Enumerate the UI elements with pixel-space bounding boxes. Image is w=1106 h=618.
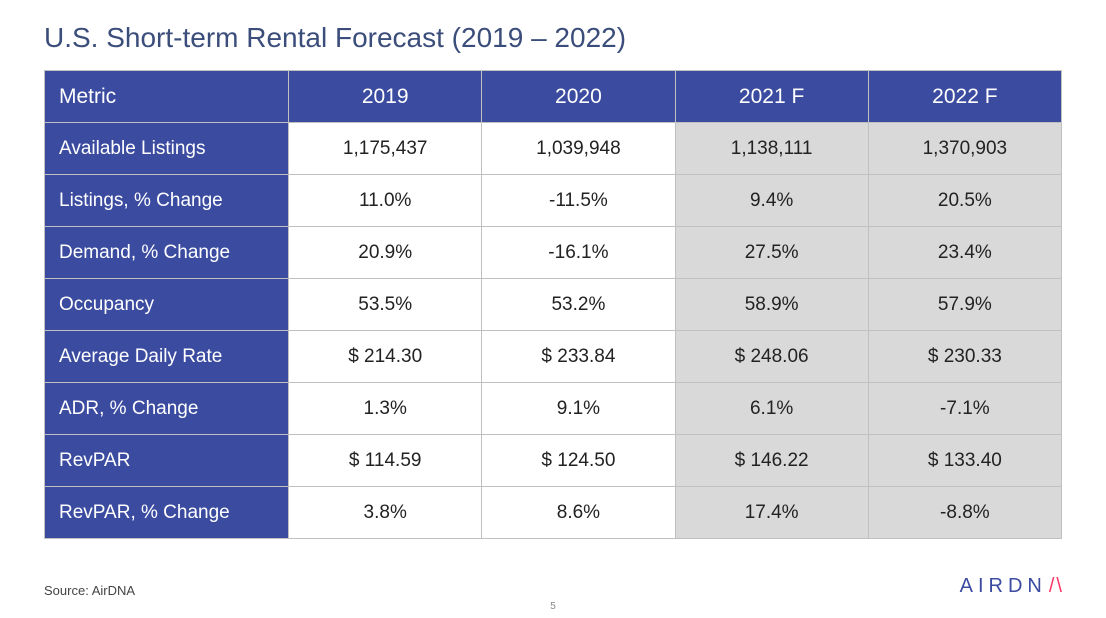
table-cell: 23.4% bbox=[868, 227, 1061, 279]
table-cell: $ 114.59 bbox=[289, 435, 482, 487]
col-header-year: 2021 F bbox=[675, 71, 868, 123]
row-label: Average Daily Rate bbox=[45, 331, 289, 383]
col-header-year: 2022 F bbox=[868, 71, 1061, 123]
row-label: ADR, % Change bbox=[45, 383, 289, 435]
table-cell: 58.9% bbox=[675, 279, 868, 331]
table-header-row: Metric201920202021 F2022 F bbox=[45, 71, 1062, 123]
airdna-logo: AIRDN/\ bbox=[960, 575, 1062, 598]
table-cell: 53.5% bbox=[289, 279, 482, 331]
page-title: U.S. Short-term Rental Forecast (2019 – … bbox=[44, 22, 1062, 54]
table-cell: $ 230.33 bbox=[868, 331, 1061, 383]
table-cell: $ 214.30 bbox=[289, 331, 482, 383]
table-cell: 11.0% bbox=[289, 175, 482, 227]
table-cell: 9.1% bbox=[482, 383, 675, 435]
col-header-metric: Metric bbox=[45, 71, 289, 123]
table-cell: -7.1% bbox=[868, 383, 1061, 435]
forecast-table: Metric201920202021 F2022 F Available Lis… bbox=[44, 70, 1062, 539]
logo-slash: /\ bbox=[1049, 575, 1064, 597]
logo-text: AIRDN bbox=[960, 575, 1047, 597]
table-cell: 57.9% bbox=[868, 279, 1061, 331]
table-cell: 1,370,903 bbox=[868, 123, 1061, 175]
table-cell: 20.9% bbox=[289, 227, 482, 279]
table-cell: 1,039,948 bbox=[482, 123, 675, 175]
row-label: RevPAR bbox=[45, 435, 289, 487]
table-cell: $ 133.40 bbox=[868, 435, 1061, 487]
row-label: Listings, % Change bbox=[45, 175, 289, 227]
table-cell: 27.5% bbox=[675, 227, 868, 279]
table-cell: 53.2% bbox=[482, 279, 675, 331]
table-cell: 9.4% bbox=[675, 175, 868, 227]
table-row: Demand, % Change20.9%-16.1%27.5%23.4% bbox=[45, 227, 1062, 279]
table-body: Available Listings1,175,4371,039,9481,13… bbox=[45, 123, 1062, 539]
table-cell: $ 233.84 bbox=[482, 331, 675, 383]
table-row: Listings, % Change11.0%-11.5%9.4%20.5% bbox=[45, 175, 1062, 227]
table-cell: 6.1% bbox=[675, 383, 868, 435]
table-cell: 20.5% bbox=[868, 175, 1061, 227]
table-cell: 3.8% bbox=[289, 487, 482, 539]
table-row: ADR, % Change1.3%9.1%6.1%-7.1% bbox=[45, 383, 1062, 435]
table-cell: 1,175,437 bbox=[289, 123, 482, 175]
table-cell: 1.3% bbox=[289, 383, 482, 435]
table-cell: -16.1% bbox=[482, 227, 675, 279]
row-label: Available Listings bbox=[45, 123, 289, 175]
table-row: Average Daily Rate$ 214.30$ 233.84$ 248.… bbox=[45, 331, 1062, 383]
source-text: Source: AirDNA bbox=[44, 583, 135, 598]
row-label: Occupancy bbox=[45, 279, 289, 331]
table-cell: $ 124.50 bbox=[482, 435, 675, 487]
col-header-year: 2020 bbox=[482, 71, 675, 123]
table-cell: $ 248.06 bbox=[675, 331, 868, 383]
col-header-year: 2019 bbox=[289, 71, 482, 123]
row-label: Demand, % Change bbox=[45, 227, 289, 279]
table-cell: $ 146.22 bbox=[675, 435, 868, 487]
table-row: RevPAR, % Change3.8%8.6%17.4%-8.8% bbox=[45, 487, 1062, 539]
table-cell: -11.5% bbox=[482, 175, 675, 227]
table-cell: -8.8% bbox=[868, 487, 1061, 539]
page-number: 5 bbox=[550, 601, 556, 612]
table-row: Occupancy53.5%53.2%58.9%57.9% bbox=[45, 279, 1062, 331]
table-cell: 17.4% bbox=[675, 487, 868, 539]
table-cell: 1,138,111 bbox=[675, 123, 868, 175]
row-label: RevPAR, % Change bbox=[45, 487, 289, 539]
table-row: Available Listings1,175,4371,039,9481,13… bbox=[45, 123, 1062, 175]
table-cell: 8.6% bbox=[482, 487, 675, 539]
table-row: RevPAR$ 114.59$ 124.50$ 146.22$ 133.40 bbox=[45, 435, 1062, 487]
